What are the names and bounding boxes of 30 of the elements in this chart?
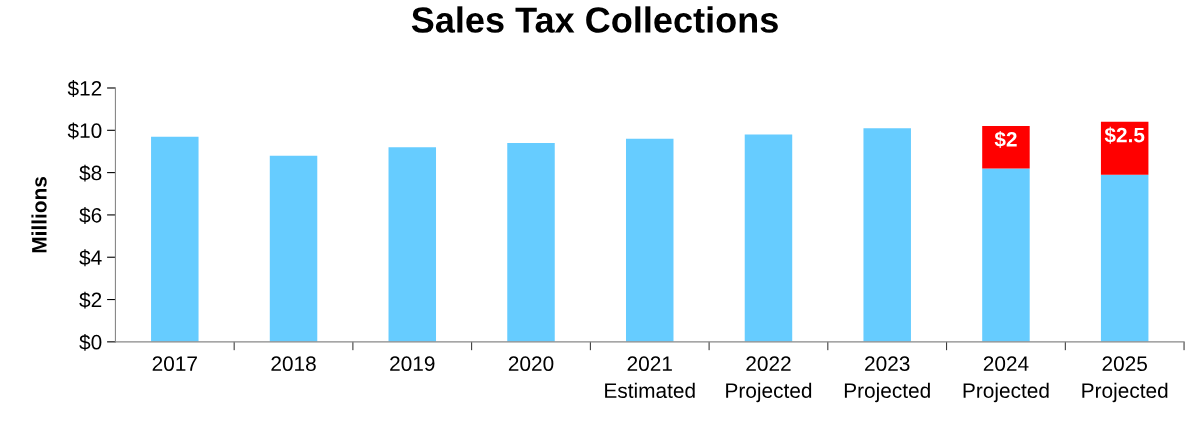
- x-tick-label: 2018: [271, 356, 316, 372]
- bar: [982, 126, 1030, 169]
- x-tick-label: 2017: [152, 356, 197, 372]
- bar: [1100, 174, 1149, 342]
- y-tick-label: $12: [67, 80, 102, 97]
- x-tick-label: 2020: [508, 356, 554, 372]
- bar: [982, 168, 1030, 342]
- x-tick-label: 2019: [390, 356, 435, 372]
- bar: [388, 147, 437, 342]
- data-label: $2.5: [1104, 126, 1145, 144]
- x-tick-label: 2023 Projected: [844, 356, 930, 403]
- y-axis-title: Millions: [31, 177, 47, 253]
- data-label: $2: [994, 130, 1017, 148]
- bar: [151, 136, 199, 342]
- bar: [507, 142, 555, 342]
- y-tick-label: $4: [79, 249, 102, 267]
- x-tick-label: 2024 Projected: [963, 356, 1049, 403]
- y-tick-label: $2: [79, 291, 102, 309]
- y-tick-label: $8: [79, 164, 102, 182]
- y-tick-label: $0: [79, 333, 102, 351]
- chart-title: Sales Tax Collections: [411, 6, 778, 33]
- y-tick-label: $10: [67, 122, 102, 140]
- y-tick-label: $6: [79, 207, 102, 224]
- bar: [625, 138, 674, 342]
- x-tick-label: 2025 Projected: [1082, 356, 1168, 403]
- x-tick-label: 2021 Estimated: [605, 356, 695, 399]
- bar: [863, 128, 911, 342]
- bar: [269, 155, 318, 342]
- bar: [744, 134, 793, 342]
- x-tick-label: 2022 Projected: [726, 356, 812, 403]
